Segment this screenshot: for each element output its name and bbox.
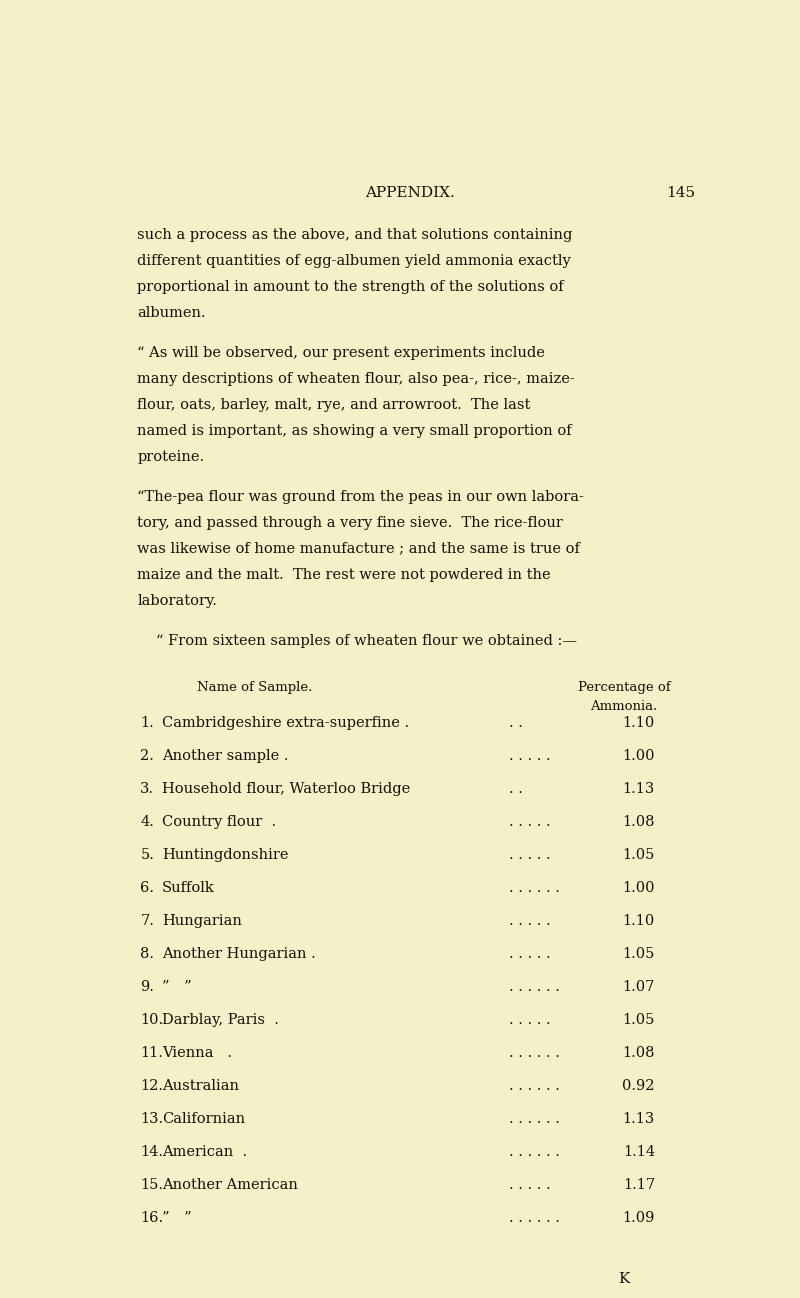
Text: . . . . .: . . . . . <box>510 815 551 829</box>
Text: Australian: Australian <box>162 1079 239 1093</box>
Text: 145: 145 <box>666 186 695 200</box>
Text: 6.: 6. <box>140 881 154 896</box>
Text: . . . . .: . . . . . <box>510 1179 551 1192</box>
Text: 3.: 3. <box>140 783 154 797</box>
Text: 16.: 16. <box>140 1211 163 1225</box>
Text: 7.: 7. <box>140 914 154 928</box>
Text: . .: . . <box>510 716 523 731</box>
Text: Another sample .: Another sample . <box>162 749 289 763</box>
Text: 4.: 4. <box>140 815 154 829</box>
Text: Name of Sample.: Name of Sample. <box>198 681 313 694</box>
Text: Darblay, Paris  .: Darblay, Paris . <box>162 1014 279 1027</box>
Text: . . . . .: . . . . . <box>510 749 551 763</box>
Text: 1.08: 1.08 <box>622 1046 655 1060</box>
Text: different quantities of egg-albumen yield ammonia exactly: different quantities of egg-albumen yiel… <box>138 253 571 267</box>
Text: was likewise of home manufacture ; and the same is true of: was likewise of home manufacture ; and t… <box>138 541 580 556</box>
Text: Hungarian: Hungarian <box>162 914 242 928</box>
Text: . . . . .: . . . . . <box>510 849 551 862</box>
Text: many descriptions of wheaten flour, also pea-, rice-, maize-: many descriptions of wheaten flour, also… <box>138 371 575 386</box>
Text: albumen.: albumen. <box>138 306 206 319</box>
Text: . . . . . .: . . . . . . <box>510 1145 560 1159</box>
Text: Vienna   .: Vienna . <box>162 1046 232 1060</box>
Text: 2.: 2. <box>140 749 154 763</box>
Text: 1.00: 1.00 <box>622 749 655 763</box>
Text: 1.09: 1.09 <box>622 1211 655 1225</box>
Text: “ As will be observed, our present experiments include: “ As will be observed, our present exper… <box>138 345 545 360</box>
Text: such a process as the above, and that solutions containing: such a process as the above, and that so… <box>138 227 573 241</box>
Text: Huntingdonshire: Huntingdonshire <box>162 849 289 862</box>
Text: 12.: 12. <box>140 1079 163 1093</box>
Text: Another Hungarian .: Another Hungarian . <box>162 948 316 962</box>
Text: 10.: 10. <box>140 1014 163 1027</box>
Text: . . . . .: . . . . . <box>510 1014 551 1027</box>
Text: . . . . . .: . . . . . . <box>510 1046 560 1060</box>
Text: proportional in amount to the strength of the solutions of: proportional in amount to the strength o… <box>138 279 564 293</box>
Text: . . . . .: . . . . . <box>510 914 551 928</box>
Text: 1.05: 1.05 <box>622 849 655 862</box>
Text: . . . . . .: . . . . . . <box>510 980 560 994</box>
Text: Californian: Californian <box>162 1112 245 1127</box>
Text: K: K <box>618 1272 630 1286</box>
Text: Percentage of: Percentage of <box>578 681 670 694</box>
Text: 1.05: 1.05 <box>622 948 655 962</box>
Text: . . . . .: . . . . . <box>510 948 551 962</box>
Text: . . . . . .: . . . . . . <box>510 881 560 896</box>
Text: 5.: 5. <box>140 849 154 862</box>
Text: . . . . . .: . . . . . . <box>510 1211 560 1225</box>
Text: Suffolk: Suffolk <box>162 881 214 896</box>
Text: . . . . . .: . . . . . . <box>510 1079 560 1093</box>
Text: Cambridgeshire extra-superfine .: Cambridgeshire extra-superfine . <box>162 716 409 731</box>
Text: . .: . . <box>510 783 523 797</box>
Text: proteine.: proteine. <box>138 449 204 463</box>
Text: 1.13: 1.13 <box>622 783 655 797</box>
Text: tory, and passed through a very fine sieve.  The rice-flour: tory, and passed through a very fine sie… <box>138 515 563 530</box>
Text: Country flour  .: Country flour . <box>162 815 276 829</box>
Text: 1.14: 1.14 <box>622 1145 655 1159</box>
Text: 9.: 9. <box>140 980 154 994</box>
Text: 1.: 1. <box>140 716 154 731</box>
Text: 1.00: 1.00 <box>622 881 655 896</box>
Text: maize and the malt.  The rest were not powdered in the: maize and the malt. The rest were not po… <box>138 567 551 582</box>
Text: ” ”: ” ” <box>162 980 192 994</box>
Text: 8.: 8. <box>140 948 154 962</box>
Text: 15.: 15. <box>140 1179 163 1192</box>
Text: laboratory.: laboratory. <box>138 593 217 607</box>
Text: 1.17: 1.17 <box>622 1179 655 1192</box>
Text: 11.: 11. <box>140 1046 163 1060</box>
Text: named is important, as showing a very small proportion of: named is important, as showing a very sm… <box>138 423 572 437</box>
Text: ” ”: ” ” <box>162 1211 192 1225</box>
Text: 0.92: 0.92 <box>622 1079 655 1093</box>
Text: Another American: Another American <box>162 1179 298 1192</box>
Text: 1.10: 1.10 <box>622 914 655 928</box>
Text: flour, oats, barley, malt, rye, and arrowroot.  The last: flour, oats, barley, malt, rye, and arro… <box>138 397 530 411</box>
Text: 1.10: 1.10 <box>622 716 655 731</box>
Text: . . . . . .: . . . . . . <box>510 1112 560 1127</box>
Text: “The-pea flour was ground from the peas in our own labora-: “The-pea flour was ground from the peas … <box>138 489 584 504</box>
Text: “ From sixteen samples of wheaten flour we obtained :—: “ From sixteen samples of wheaten flour … <box>156 633 577 648</box>
Text: 1.05: 1.05 <box>622 1014 655 1027</box>
Text: 1.13: 1.13 <box>622 1112 655 1127</box>
Text: 1.08: 1.08 <box>622 815 655 829</box>
Text: 13.: 13. <box>140 1112 163 1127</box>
Text: APPENDIX.: APPENDIX. <box>365 186 455 200</box>
Text: Ammonia.: Ammonia. <box>590 701 658 714</box>
Text: American  .: American . <box>162 1145 247 1159</box>
Text: 1.07: 1.07 <box>622 980 655 994</box>
Text: 14.: 14. <box>140 1145 163 1159</box>
Text: Household flour, Waterloo Bridge: Household flour, Waterloo Bridge <box>162 783 410 797</box>
